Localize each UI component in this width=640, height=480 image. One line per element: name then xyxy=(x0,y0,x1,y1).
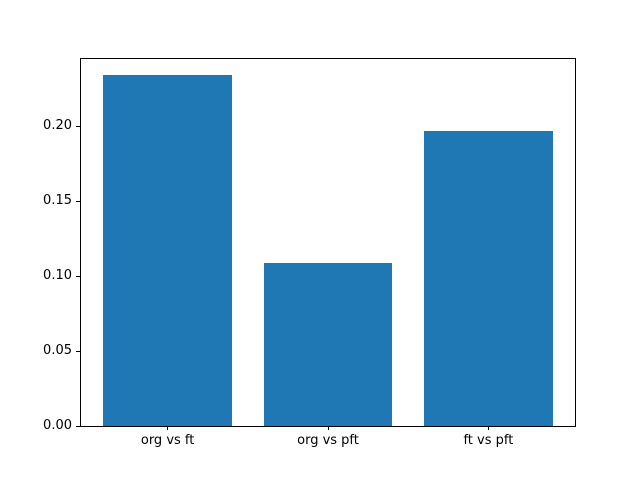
x-tick-mark xyxy=(167,426,169,430)
y-tick-mark xyxy=(76,351,80,353)
y-tick-label: 0.05 xyxy=(43,343,72,359)
y-tick-mark xyxy=(76,276,80,278)
bar-ft-vs-pft xyxy=(424,130,553,426)
x-tick-label: org vs pft xyxy=(297,433,359,448)
y-tick-mark xyxy=(76,201,80,203)
y-tick-mark xyxy=(76,126,80,128)
plot-area xyxy=(80,58,576,427)
y-tick-label: 0.15 xyxy=(43,193,72,209)
x-tick-label: ft vs pft xyxy=(463,433,514,448)
x-tick-mark xyxy=(327,426,329,430)
y-tick-mark xyxy=(76,426,80,427)
y-tick-label: 0.20 xyxy=(43,118,72,134)
bar-org-vs-pft xyxy=(263,262,393,426)
x-tick-mark xyxy=(487,426,489,430)
y-tick-label: 0.10 xyxy=(43,268,72,284)
x-tick-label: org vs ft xyxy=(140,433,195,448)
bar-org-vs-ft xyxy=(103,75,232,426)
y-tick-label: 0.00 xyxy=(43,418,72,433)
